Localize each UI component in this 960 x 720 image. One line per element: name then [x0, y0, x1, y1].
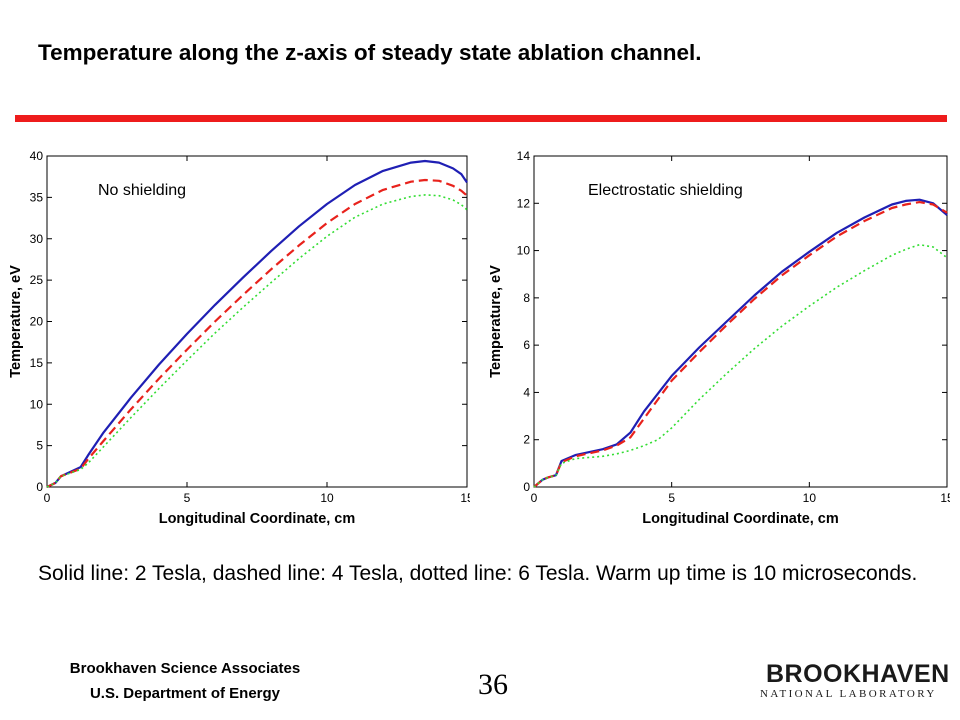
x-tick-label: 10 — [803, 491, 817, 505]
plot-frame — [533, 155, 948, 488]
footer-line-associates: Brookhaven Science Associates — [69, 660, 301, 677]
y-tick-label: 6 — [523, 338, 530, 352]
x-tick-label: 0 — [531, 491, 538, 505]
x-axis-label: Longitudinal Coordinate, cm — [642, 511, 839, 527]
series-line-dashed — [46, 178, 468, 488]
chart-panel-no-shielding: 0 5 10 15 0 5 10 15 20 25 30 35 40 No shielding Longit… — [0, 140, 470, 535]
y-tick-label: 20 — [30, 315, 44, 329]
x-tick-label: 15 — [460, 491, 470, 505]
chart-electrostatic-shielding-svg: 0 5 10 15 0 2 4 6 8 10 12 14 Electrostatic shielding… — [488, 149, 950, 527]
y-tick-label: 15 — [30, 356, 44, 370]
x-tick-label: 5 — [668, 491, 675, 505]
y-tick-label: 10 — [517, 244, 531, 258]
chart-no-shielding-svg: 0 5 10 15 0 5 10 15 20 25 30 35 40 No shielding Longit… — [8, 149, 470, 527]
x-tick-label: 0 — [44, 491, 51, 505]
brookhaven-logo: BROOKHAVEN NATIONAL LABORATORY — [760, 660, 949, 702]
logo-subtitle: NATIONAL LABORATORY — [760, 688, 937, 700]
x-tick-label: 15 — [940, 491, 950, 505]
y-tick-label: 14 — [517, 149, 531, 163]
logo-wordmark: BROOKHAVEN — [766, 660, 950, 688]
y-tick-label: 25 — [30, 273, 44, 287]
y-tick-label: 8 — [523, 291, 530, 305]
figure-caption: Solid line: 2 Tesla, dashed line: 4 Tesl… — [38, 562, 918, 585]
y-tick-label: 30 — [30, 232, 44, 246]
footer-organization: Brookhaven Science Associates U.S. Depar… — [40, 656, 330, 706]
series-line-dotted — [533, 243, 948, 488]
panel-label: No shielding — [98, 182, 186, 199]
y-tick-label: 5 — [36, 439, 43, 453]
chart-panel-electrostatic-shielding: 0 5 10 15 0 2 4 6 8 10 12 14 Electrostatic shielding… — [480, 140, 950, 535]
y-axis-label: Temperature, eV — [8, 265, 24, 378]
y-tick-label: 2 — [523, 433, 530, 447]
y-tick-label: 40 — [30, 149, 44, 163]
series-line-dashed — [533, 200, 948, 488]
slide-title: Temperature along the z-axis of steady s… — [38, 40, 702, 65]
y-tick-label: 10 — [30, 397, 44, 411]
y-tick-label: 12 — [517, 196, 531, 210]
y-tick-label: 4 — [523, 385, 530, 399]
plot-frame — [46, 155, 468, 488]
y-tick-label: 0 — [523, 480, 530, 494]
series-line-solid — [46, 159, 468, 488]
panel-label: Electrostatic shielding — [588, 182, 743, 199]
y-tick-label: 0 — [36, 480, 43, 494]
series-line-solid — [533, 198, 948, 488]
y-tick-label: 35 — [30, 190, 44, 204]
footer-line-doe: U.S. Department of Energy — [89, 685, 281, 702]
x-tick-label: 10 — [320, 491, 334, 505]
series-line-dotted — [46, 194, 468, 488]
x-tick-label: 5 — [184, 491, 191, 505]
page-number: 36 — [478, 668, 508, 701]
y-axis-label: Temperature, eV — [488, 265, 504, 378]
title-rule — [15, 115, 947, 122]
x-axis-label: Longitudinal Coordinate, cm — [159, 511, 356, 527]
